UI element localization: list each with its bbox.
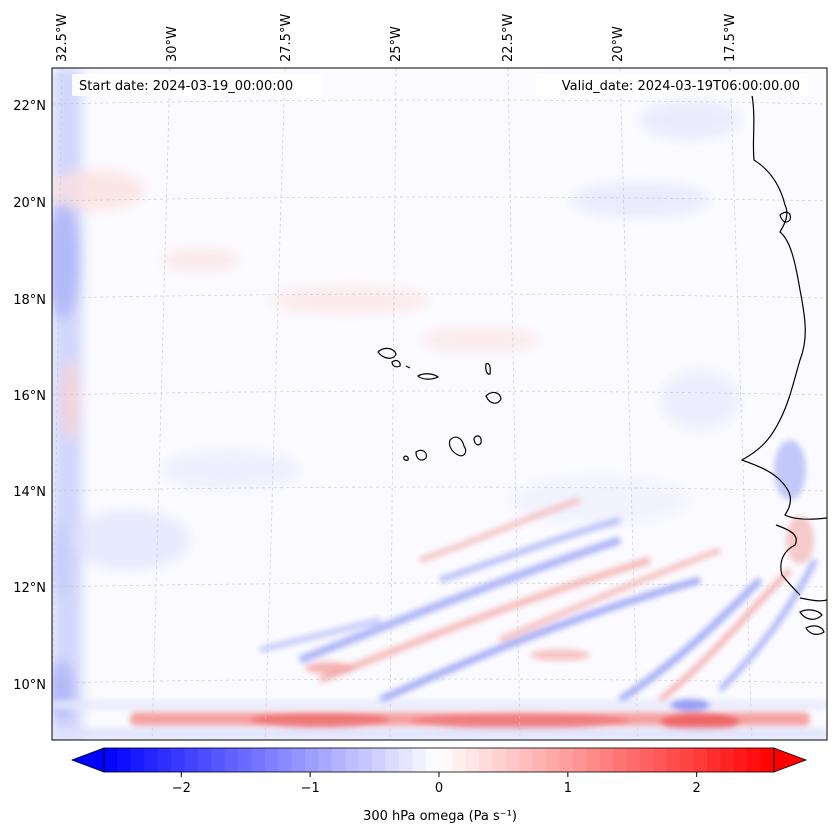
colorbar-cell [157, 748, 172, 772]
lon-label: 25°W [389, 26, 404, 62]
colorbar-cell [519, 748, 534, 772]
colorbar-extend-high [773, 747, 808, 773]
colorbar-cell [345, 748, 360, 772]
colorbar-cell [546, 748, 561, 772]
omega-field [52, 68, 827, 740]
colorbar-cell [559, 748, 574, 772]
lat-label: 22°N [13, 99, 46, 114]
colorbar-cell [465, 748, 480, 772]
colorbar-cell [264, 748, 279, 772]
colorbar-cell [666, 748, 681, 772]
lat-label: 12°N [13, 581, 46, 596]
colorbar-cell [693, 748, 708, 772]
colorbar-cell [506, 748, 520, 772]
graticule [52, 68, 827, 740]
colorbar-cell [452, 748, 467, 772]
map-border [51, 67, 828, 741]
colorbar-cell [707, 748, 721, 772]
latitude-labels: 22°N 20°N 18°N 16°N 14°N 12°N 10°N [13, 99, 46, 693]
colorbar-tick-label: 1 [564, 781, 572, 796]
lat-label: 10°N [13, 678, 46, 693]
island-santiago [448, 436, 467, 457]
colorbar-cell [385, 748, 400, 772]
colorbar-cell [599, 748, 614, 772]
colorbar-cell [171, 748, 185, 772]
colorbar-cell [425, 748, 440, 772]
colorbar-cell [613, 748, 628, 772]
colorbar-cell [211, 748, 226, 772]
colorbar-cell [104, 748, 118, 772]
colorbar-extend-low [70, 747, 105, 773]
colorbar-cell [238, 748, 252, 772]
lat-label: 14°N [13, 485, 46, 500]
colorbar-cell [573, 748, 587, 772]
island-maio [473, 435, 482, 446]
colorbar-cell [372, 748, 386, 772]
lon-label: 30°W [165, 26, 180, 62]
lon-label: 32.5°W [55, 14, 70, 62]
island-santa-luzia [405, 365, 411, 369]
colorbar-tick-label: −2 [172, 781, 191, 796]
colorbar-cells [104, 748, 775, 772]
colorbar-cell [680, 748, 695, 772]
lat-label: 16°N [13, 389, 46, 404]
colorbar-cell [412, 748, 427, 772]
valid-date-label: Valid_date: 2024-03-19T06:00:00.00 [562, 79, 800, 94]
lon-label: 20°W [611, 26, 626, 62]
colorbar-cell [760, 748, 775, 772]
colorbar-cell [130, 748, 145, 772]
africa-coastline [740, 94, 827, 520]
colorbar-cell [305, 748, 319, 772]
colorbar-cell [144, 748, 159, 772]
island-brava [403, 455, 409, 461]
colorbar-cell [358, 748, 373, 772]
colorbar-cell [117, 748, 132, 772]
colorbar-ticks: −2 −1 0 1 2 [172, 772, 701, 796]
lon-label: 22.5°W [501, 14, 516, 62]
island-boa-vista [485, 391, 502, 404]
colorbar-cell [398, 748, 413, 772]
colorbar-cell [291, 748, 306, 772]
island-sao-nicolau [417, 373, 440, 380]
colorbar-tick-label: 0 [435, 781, 443, 796]
colorbar-label: 300 hPa omega (Pa s⁻¹) [363, 809, 517, 824]
info-bar: Start date: 2024-03-19_00:00:00 Valid_da… [72, 74, 808, 96]
colorbar-cell [479, 748, 494, 772]
colorbar-tick-label: 2 [693, 781, 701, 796]
colorbar-cell [653, 748, 668, 772]
colorbar: −2 −1 0 1 2 300 hPa omega (Pa s⁻¹) [70, 747, 808, 824]
colorbar-cell [439, 748, 453, 772]
lon-label: 17.5°W [723, 14, 738, 62]
island-santo-antao [377, 347, 397, 359]
colorbar-cell [720, 748, 735, 772]
colorbar-cell [747, 748, 762, 772]
colorbar-cell [278, 748, 293, 772]
colorbar-cell [224, 748, 239, 772]
colorbar-cell [626, 748, 641, 772]
lat-label: 18°N [13, 293, 46, 308]
colorbar-cell [640, 748, 654, 772]
island-sao-vicente [391, 360, 401, 368]
longitude-labels: 32.5°W 30°W 27.5°W 25°W 22.5°W 20°W 17.5… [55, 14, 738, 62]
lon-label: 27.5°W [279, 14, 294, 62]
colorbar-tick-label: −1 [301, 781, 320, 796]
lat-label: 20°N [13, 196, 46, 211]
island-sal [485, 362, 491, 375]
colorbar-cell [586, 748, 601, 772]
colorbar-cell [197, 748, 212, 772]
colorbar-cell [532, 748, 547, 772]
colorbar-cell [733, 748, 748, 772]
island-fogo [415, 449, 427, 461]
colorbar-cell [251, 748, 266, 772]
start-date-label: Start date: 2024-03-19_00:00:00 [79, 79, 293, 94]
colorbar-cell [184, 748, 199, 772]
colorbar-cell [318, 748, 333, 772]
coastlines [377, 94, 827, 635]
colorbar-cell [492, 748, 507, 772]
colorbar-cell [331, 748, 346, 772]
